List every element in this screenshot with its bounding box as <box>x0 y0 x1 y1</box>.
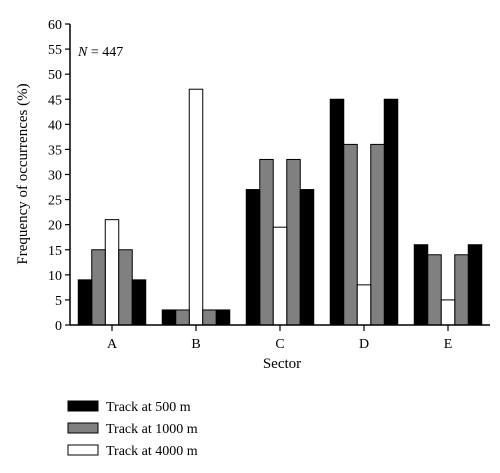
y-tick-label: 45 <box>48 93 62 108</box>
sample-size-variable: N <box>77 45 88 60</box>
x-tick-label: C <box>275 337 284 352</box>
y-tick-label: 15 <box>48 244 62 259</box>
sample-size-annotation: N = 447 <box>77 45 123 60</box>
bar-d-2 <box>343 143 358 326</box>
y-axis-title: Frequency of occurrences (%) <box>15 83 31 264</box>
bar-b-2 <box>175 309 190 326</box>
bar-b-4 <box>202 309 217 326</box>
bar-c-4 <box>286 158 301 326</box>
legend-label: Track at 1000 m <box>106 422 198 437</box>
x-tick-label: B <box>191 337 200 352</box>
bar-c-1 <box>245 189 261 326</box>
x-ticks: A B C D E <box>107 325 452 352</box>
y-tick-label: 20 <box>48 219 62 234</box>
bar-e-3 <box>440 299 456 326</box>
y-tick-label: 30 <box>48 169 62 184</box>
bar-c-2 <box>259 158 274 326</box>
bar-b-3 <box>188 88 204 326</box>
legend-label: Track at 500 m <box>106 400 191 415</box>
x-tick-label: D <box>359 337 369 352</box>
bar-d-5 <box>383 98 399 326</box>
y-tick-label: 55 <box>48 43 62 58</box>
bar-e-1 <box>413 244 429 326</box>
bars-layer <box>77 88 483 326</box>
y-tick-label: 0 <box>55 319 62 334</box>
bar-b-5 <box>215 309 231 326</box>
legend-label: Track at 4000 m <box>106 444 198 459</box>
y-tick-label: 10 <box>48 269 62 284</box>
y-tick-label: 60 <box>48 18 62 33</box>
bar-d-4 <box>370 143 385 326</box>
bar-b-1 <box>161 309 177 326</box>
bar-c-3 <box>272 226 288 326</box>
x-tick-label: A <box>107 337 118 352</box>
bar-e-2 <box>427 254 442 326</box>
bar-d-1 <box>329 98 345 326</box>
x-axis-title: Sector <box>263 356 301 372</box>
legend: Track at 500 m Track at 1000 m Track at 40… <box>67 400 198 459</box>
x-tick-label: E <box>444 337 453 352</box>
legend-swatch <box>67 400 99 412</box>
bar-a-4 <box>118 249 133 326</box>
bar-d-3 <box>356 284 372 326</box>
legend-swatch <box>67 444 99 456</box>
bar-a-5 <box>131 279 147 326</box>
bar-a-1 <box>77 279 93 326</box>
bar-a-3 <box>104 219 120 326</box>
bar-e-5 <box>467 244 483 326</box>
y-tick-label: 25 <box>48 194 62 209</box>
bar-e-4 <box>454 254 469 326</box>
bar-a-2 <box>91 249 106 326</box>
y-tick-label: 35 <box>48 143 62 158</box>
sample-size-value: = 447 <box>87 45 123 60</box>
y-tick-label: 50 <box>48 68 62 83</box>
legend-swatch <box>67 422 99 434</box>
y-tick-label: 40 <box>48 118 62 133</box>
bar-c-5 <box>299 189 315 326</box>
y-tick-label: 5 <box>55 294 62 309</box>
y-ticks: 0 5 10 15 20 25 30 35 40 45 50 55 60 <box>48 18 70 334</box>
